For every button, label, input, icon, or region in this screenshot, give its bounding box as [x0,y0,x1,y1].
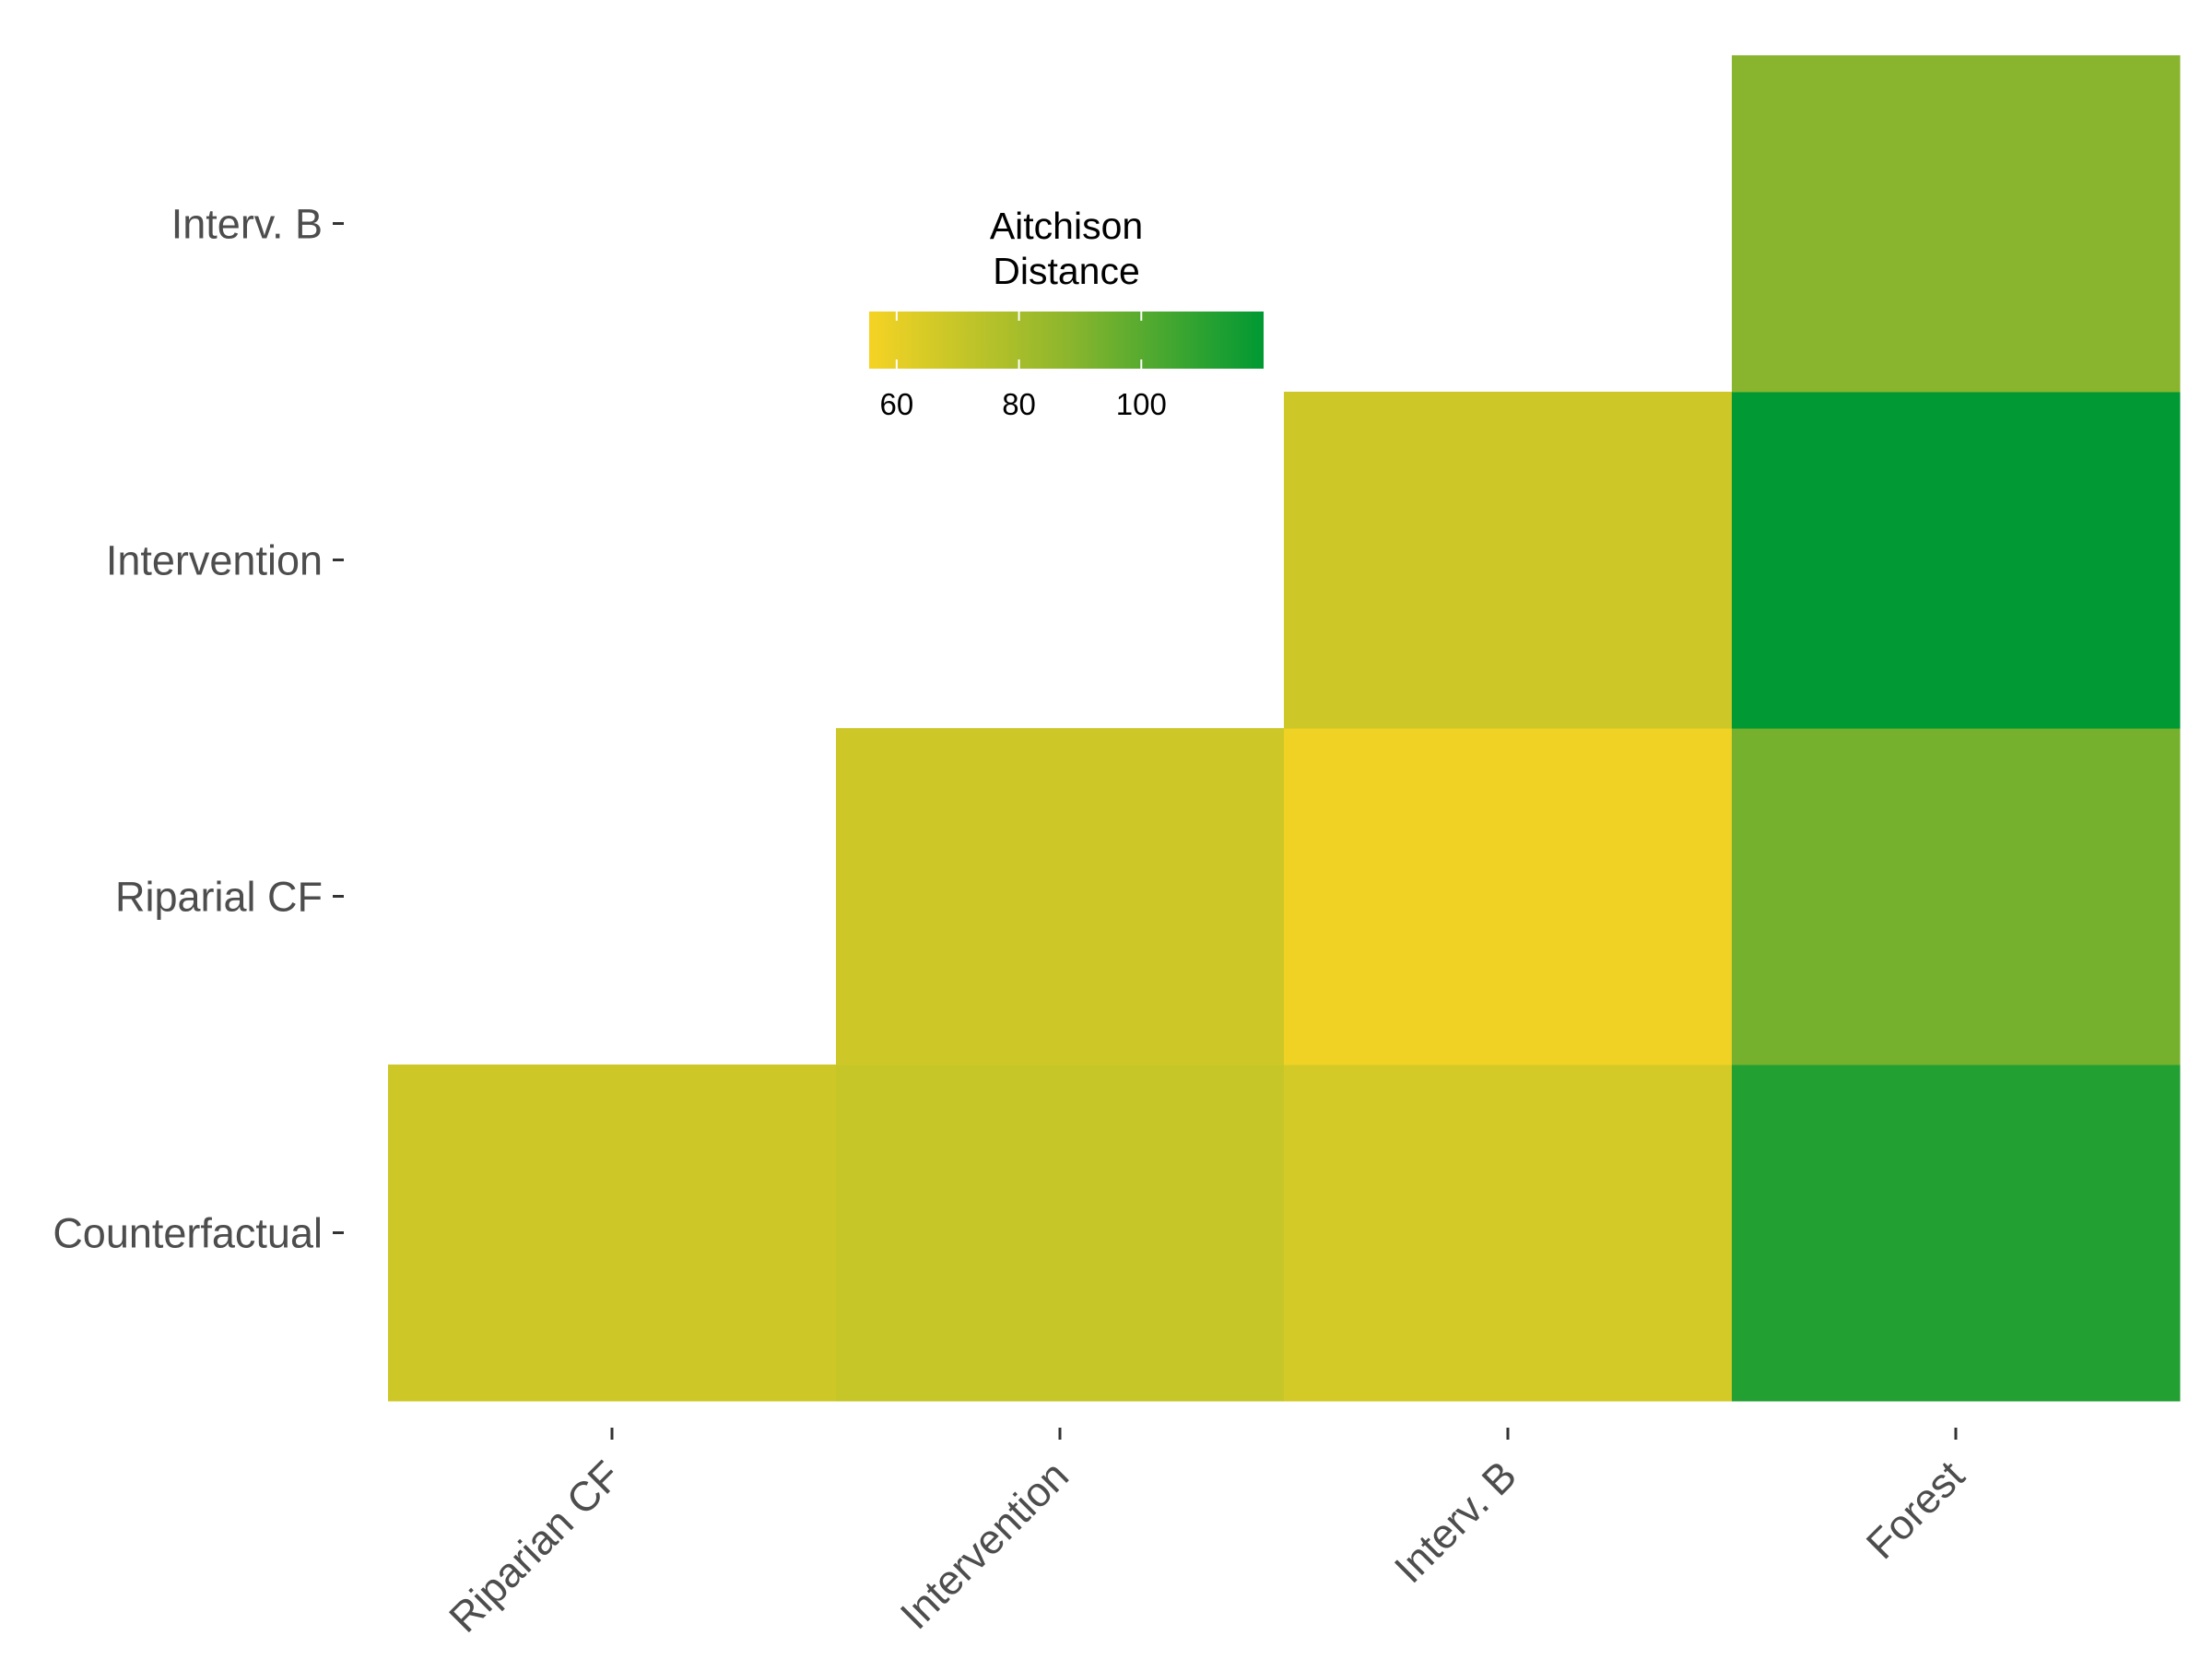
legend-tick-label: 80 [1002,387,1036,421]
legend-tick-label: 100 [1116,387,1167,421]
legend-tick-label: 60 [880,387,914,421]
heatmap-cell [1732,392,2181,729]
y-tick-label: Riparial CF [115,874,323,921]
heatmap-cell [836,1065,1285,1402]
x-tick-label: Intervention [891,1452,1077,1638]
heatmap-cell [1284,728,1733,1065]
legend-title-line-2: Distance [993,250,1140,292]
heatmap-cell [388,1065,837,1402]
y-axis: Counterfactual Riparial CF Intervention Int… [53,201,344,1257]
heatmap-cell [836,728,1285,1065]
heatmap-cells [388,55,2181,1402]
x-tick-label: Riparian CF [440,1452,629,1641]
x-tick-label: Interv. B [1385,1452,1525,1592]
y-tick-label: Counterfactual [53,1210,323,1257]
heatmap-cell [1284,1065,1733,1402]
x-axis: Riparian CF Intervention Interv. B Forest [440,1428,1973,1641]
legend-title-line-1: Aitchison [990,205,1143,247]
heatmap-cell [1732,1065,2181,1402]
color-legend: Aitchison Distance 60 80 100 [869,205,1264,421]
heatmap-cell [1732,728,2181,1065]
heatmap-cell [1284,392,1733,729]
y-tick-label: Interv. B [171,201,323,248]
y-tick-label: Intervention [106,537,323,584]
heatmap-cell [1732,55,2181,393]
legend-ticks: 60 80 100 [880,312,1167,421]
x-tick-label: Forest [1857,1452,1974,1569]
legend-colorbar [869,312,1264,369]
